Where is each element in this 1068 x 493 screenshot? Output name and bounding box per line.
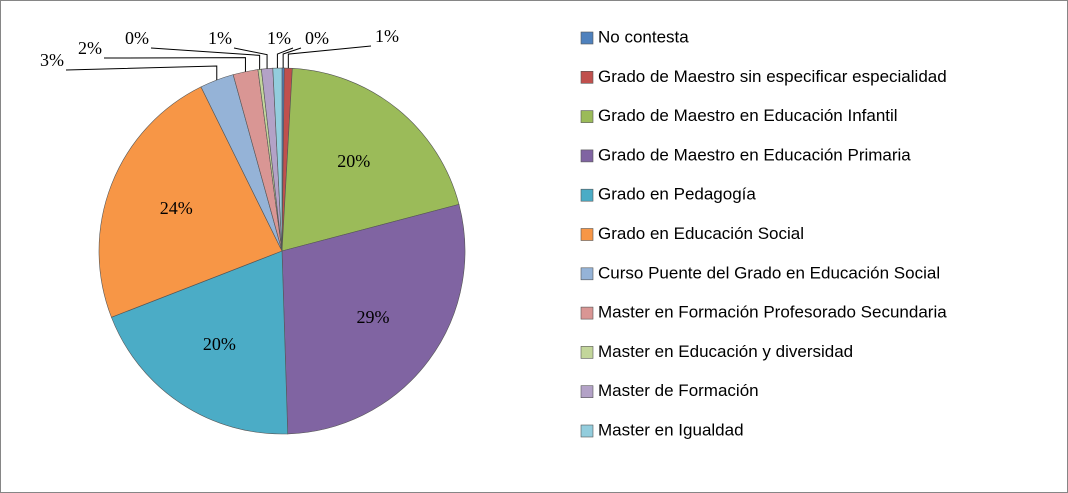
- data-label: 1%: [208, 28, 232, 48]
- legend-swatch: [580, 31, 594, 45]
- data-label: 1%: [267, 28, 291, 48]
- legend-label: Master en Educación y diversidad: [598, 342, 853, 361]
- legend-swatch: [580, 71, 594, 84]
- legend-swatch: [580, 306, 594, 320]
- legend-label: Grado de Maestro en Educación Infantil: [598, 106, 898, 125]
- pie-slice: [98, 86, 283, 318]
- legend-label: Master en Igualdad: [598, 420, 744, 439]
- leader-line: [150, 47, 261, 70]
- pie-slice: [281, 67, 460, 252]
- legend-label: Grado de Maestro en Educación Primaria: [598, 145, 911, 164]
- legend-label: Curso Puente del Grado en Educación Soci…: [598, 263, 940, 282]
- legend-swatch: [580, 149, 594, 163]
- legend-label: Master de Formación: [598, 381, 759, 400]
- legend-swatch: [580, 110, 594, 123]
- data-label: 0%: [305, 28, 329, 48]
- legend-label: No contesta: [598, 27, 689, 46]
- data-label: 20%: [203, 334, 236, 354]
- legend-label: Grado en Pedagogía: [598, 185, 756, 204]
- legend-swatch: [580, 385, 594, 399]
- pie-slice: [281, 204, 466, 435]
- leader-line: [103, 57, 246, 72]
- data-label: 20%: [337, 151, 370, 171]
- pie-slice: [111, 250, 289, 435]
- legend-swatch: [580, 267, 594, 281]
- legend-swatch: [580, 188, 594, 202]
- data-label: 0%: [125, 28, 149, 48]
- leader-line: [276, 47, 294, 69]
- legend-swatch: [580, 228, 594, 241]
- legend-swatch: [580, 424, 594, 438]
- data-label: 29%: [356, 307, 389, 327]
- data-label: 1%: [375, 26, 399, 46]
- legend-swatch: [580, 346, 594, 359]
- legend-label: Grado de Maestro sin especificar especia…: [598, 67, 947, 86]
- legend-label: Master en Formación Profesorado Secundar…: [598, 303, 947, 322]
- leader-line: [233, 47, 268, 69]
- data-label: 3%: [40, 50, 64, 70]
- leader-line: [65, 65, 218, 81]
- data-label: 24%: [160, 198, 193, 218]
- data-label: 2%: [78, 38, 102, 58]
- leader-line: [282, 47, 302, 69]
- leader-line: [287, 45, 372, 69]
- legend-label: Grado en Educación Social: [598, 224, 804, 243]
